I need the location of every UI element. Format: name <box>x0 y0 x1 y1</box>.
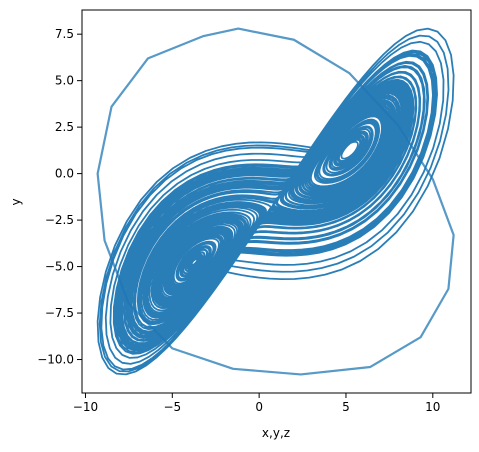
y-axis-label: y <box>9 198 23 205</box>
x-tick-label-0: 0 <box>255 400 263 414</box>
axis-layer: −10 −5 0 5 10 7.5 5.0 2.5 0.0 −2.5 −5.0 −7.5 −10.0 <box>37 9 472 414</box>
x-tick-label--10: −10 <box>73 400 98 414</box>
y-tick-label--5: −5.0 <box>45 260 74 274</box>
y-tick-label--10: −10.0 <box>37 353 74 367</box>
trajectory-envelope <box>96 27 455 376</box>
trajectory-line <box>96 27 455 376</box>
y-tick-label--7.5: −7.5 <box>45 306 74 320</box>
x-tick-label-5: 5 <box>342 400 350 414</box>
x-axis-label: x,y,z <box>262 426 290 440</box>
plot-layer <box>96 27 455 376</box>
plot-frame <box>81 9 472 394</box>
y-tick-label-7.5: 7.5 <box>55 27 74 41</box>
y-tick-label-0: 0.0 <box>55 167 74 181</box>
y-tick-label--2.5: −2.5 <box>45 213 74 227</box>
x-tick-label--5: −5 <box>163 400 181 414</box>
y-tick-label-5: 5.0 <box>55 74 74 88</box>
x-tick-label-10: 10 <box>425 400 440 414</box>
y-tick-label-2.5: 2.5 <box>55 120 74 134</box>
